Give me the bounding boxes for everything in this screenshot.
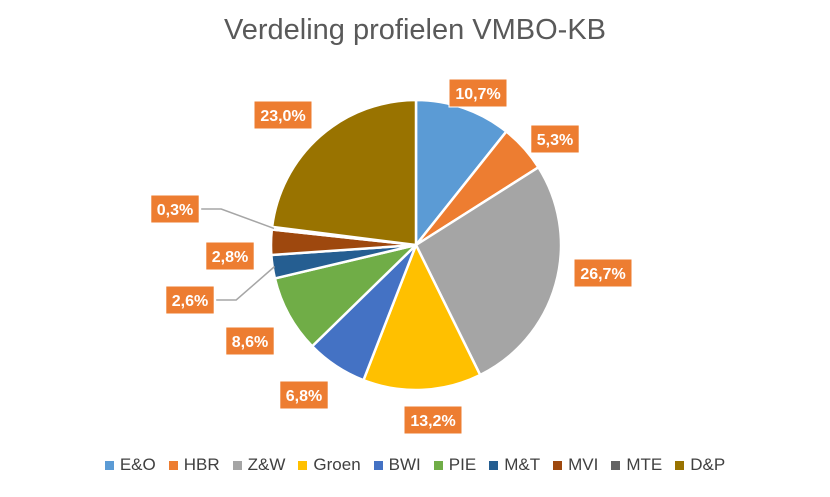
legend-label: BWI (388, 455, 421, 474)
data-label-text: 23,0% (260, 108, 305, 125)
data-labels: 10,7% 5,3% 26,7% 13,2% 6,8% 8,6% 2,6% 2,8% 0,3% 2… (150, 78, 633, 435)
data-label-text: 8,6% (232, 334, 268, 351)
data-label-text: 6,8% (286, 388, 322, 405)
data-label-box (205, 241, 255, 271)
legend-item-groen: Groen (298, 455, 361, 475)
data-label-box (253, 100, 313, 130)
data-label-bwi: 6,8% (279, 380, 329, 410)
legend: E&O HBR Z&W Groen BWI PIE M&T MVI MTE D&P (0, 455, 830, 475)
legend-label: M&T (504, 455, 541, 474)
legend-swatch (104, 460, 114, 470)
legend-item-eo: E&O (104, 455, 156, 475)
legend-label: E&O (119, 455, 156, 474)
data-label-mvi: 2,8% (205, 241, 255, 271)
legend-item-bwi: BWI (373, 455, 421, 475)
data-label-box (165, 285, 215, 315)
legend-swatch (168, 460, 178, 470)
leader-line-mte (201, 208, 275, 230)
data-label-groen: 13,2% (403, 405, 463, 435)
data-label-box (150, 194, 200, 224)
data-label-box (448, 78, 508, 108)
data-label-eo: 10,7% (448, 78, 508, 108)
legend-swatch (373, 460, 383, 470)
data-label-box (573, 258, 633, 288)
pie-slice-groen (362, 243, 482, 392)
data-label-text: 2,6% (172, 293, 208, 310)
legend-swatch (232, 460, 242, 470)
data-label-zw: 26,7% (573, 258, 633, 288)
legend-swatch (675, 460, 685, 470)
legend-item-mt: M&T (489, 455, 540, 475)
legend-item-zw: Z&W (232, 455, 286, 475)
data-label-text: 0,3% (157, 202, 193, 219)
legend-label: Groen (313, 455, 361, 474)
pie-slice-zw (414, 166, 563, 377)
legend-swatch (611, 460, 621, 470)
data-label-pie: 8,6% (225, 326, 275, 356)
leader-line-mt (216, 265, 276, 301)
legend-swatch (553, 460, 563, 470)
data-label-text: 13,2% (410, 413, 455, 430)
legend-swatch (433, 460, 443, 470)
pie-slice-dp (270, 98, 418, 247)
legend-item-mvi: MVI (553, 455, 598, 475)
legend-item-dp: D&P (675, 455, 725, 475)
chart-title: Verdeling profielen VMBO-KB (223, 14, 607, 46)
legend-label: MVI (568, 455, 599, 474)
legend-label: PIE (448, 455, 477, 474)
data-label-mt: 2,6% (165, 285, 215, 315)
data-label-box (403, 405, 463, 435)
data-label-text: 5,3% (537, 132, 573, 149)
leader-lines (201, 208, 276, 301)
data-label-text: 10,7% (455, 86, 500, 103)
data-label-mte: 0,3% (150, 194, 200, 224)
pie-slice-eo (414, 98, 508, 247)
legend-item-pie: PIE (433, 455, 477, 475)
data-label-box (530, 124, 580, 154)
pie-chart: 10,7% 5,3% 26,7% 13,2% 6,8% 8,6% 2,6% 2,8% 0,3% 2… (150, 78, 633, 435)
data-label-dp: 23,0% (253, 100, 313, 130)
data-label-box (225, 326, 275, 356)
legend-swatch (489, 460, 499, 470)
legend-swatch (298, 460, 308, 470)
data-label-text: 26,7% (580, 266, 625, 283)
legend-label: D&P (690, 455, 726, 474)
data-label-text: 2,8% (212, 249, 248, 266)
legend-label: MTE (626, 455, 663, 474)
legend-label: HBR (183, 455, 220, 474)
legend-item-mte: MTE (611, 455, 662, 475)
data-label-hbr: 5,3% (530, 124, 580, 154)
legend-item-hbr: HBR (168, 455, 220, 475)
data-label-box (279, 380, 329, 410)
pie-slices (269, 98, 563, 392)
legend-label: Z&W (247, 455, 286, 474)
